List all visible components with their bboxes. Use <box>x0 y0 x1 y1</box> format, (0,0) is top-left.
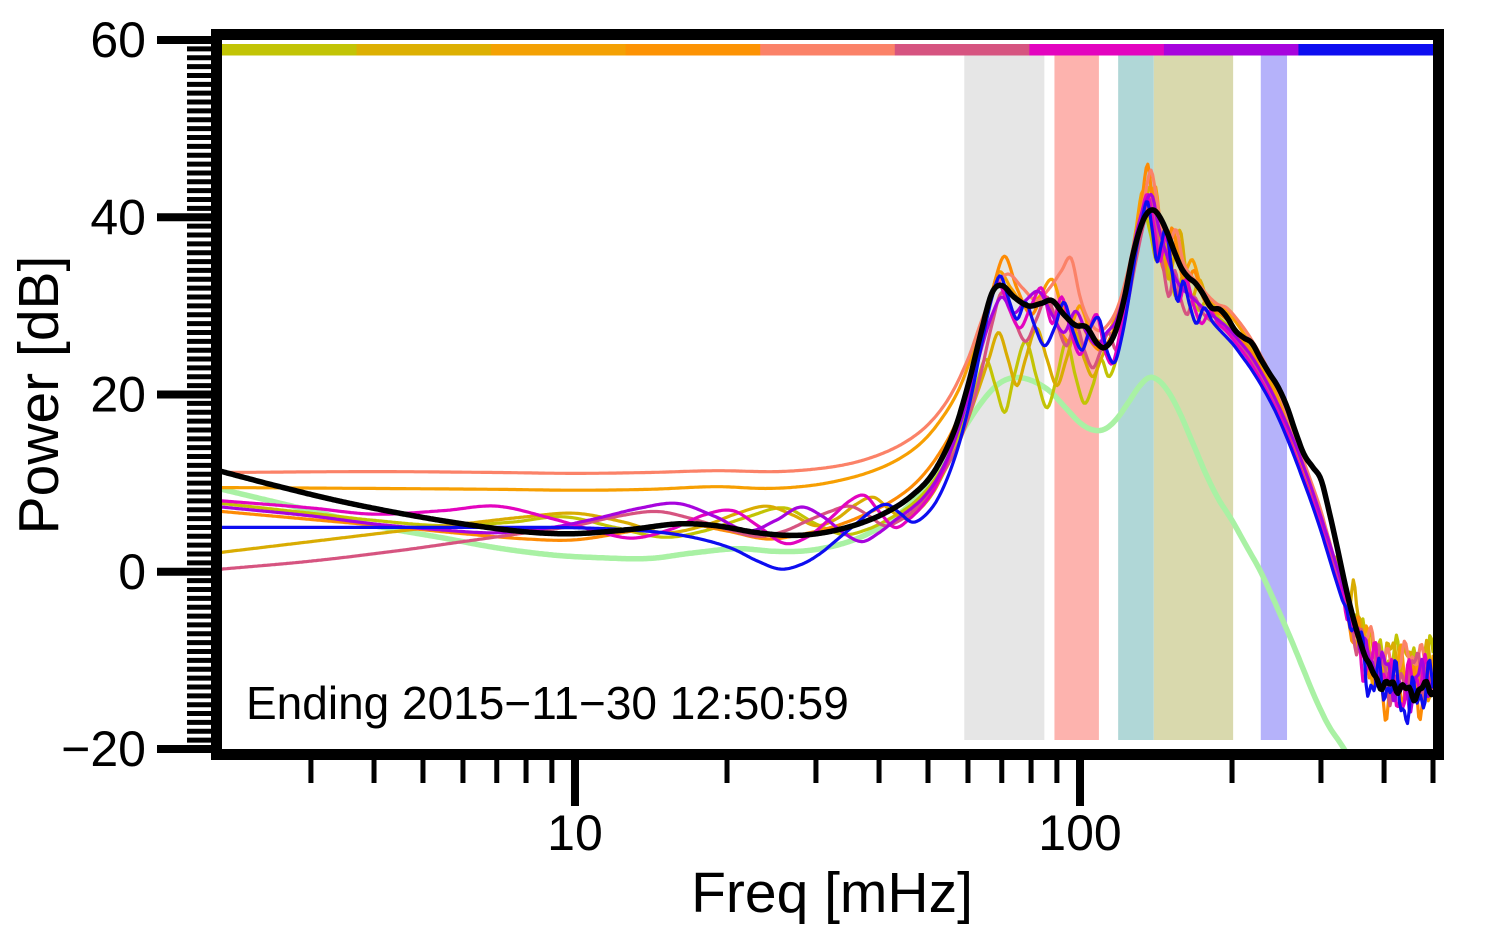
tick-labels-group: 60 40 20 0 −20 10 100 <box>61 12 1122 861</box>
x-tick-label: 10 <box>547 805 603 861</box>
y-axis-title: Power [dB] <box>7 255 71 535</box>
series-purple <box>222 192 1433 714</box>
ticks-group <box>157 36 1436 806</box>
colorbar-segment-1 <box>222 44 358 56</box>
colorbar-segment-4 <box>625 44 761 56</box>
y-tick-label: 60 <box>90 12 146 68</box>
y-tick-label: 20 <box>90 367 146 423</box>
shaded-band-teal <box>1118 53 1154 740</box>
colorbar-segment-2 <box>356 44 492 56</box>
y-tick-label: −20 <box>61 721 146 777</box>
ending-time-annotation: Ending 2015−11−30 12:50:59 <box>246 677 849 729</box>
x-tick-label: 100 <box>1038 805 1121 861</box>
top-color-bar <box>222 44 1434 56</box>
colorbar-segment-6 <box>894 44 1030 56</box>
x-axis-title: Freq [mHz] <box>691 861 973 925</box>
colorbar-segment-5 <box>760 44 896 56</box>
shaded-band-pink <box>1054 53 1099 740</box>
series-salmon <box>222 168 1433 683</box>
series-olive <box>222 211 1433 686</box>
curves-group <box>222 162 1433 749</box>
series-orange <box>222 185 1433 703</box>
shaded-bands-group <box>964 53 1288 740</box>
y-tick-label: 0 <box>118 544 146 600</box>
plot-frame <box>211 29 1444 760</box>
colorbar-segment-9 <box>1298 44 1434 56</box>
shaded-band-khaki <box>1153 53 1234 740</box>
colorbar-segment-3 <box>491 44 627 56</box>
series-mean <box>222 207 1433 704</box>
series-gold <box>222 185 1433 701</box>
series-dark-orange <box>222 162 1433 722</box>
series-crimson <box>222 198 1433 708</box>
series-blue <box>222 200 1433 726</box>
series-magenta <box>222 193 1433 710</box>
colorbar-segment-7 <box>1029 44 1165 56</box>
y-tick-label: 40 <box>90 189 146 245</box>
colorbar-segment-8 <box>1163 44 1300 56</box>
